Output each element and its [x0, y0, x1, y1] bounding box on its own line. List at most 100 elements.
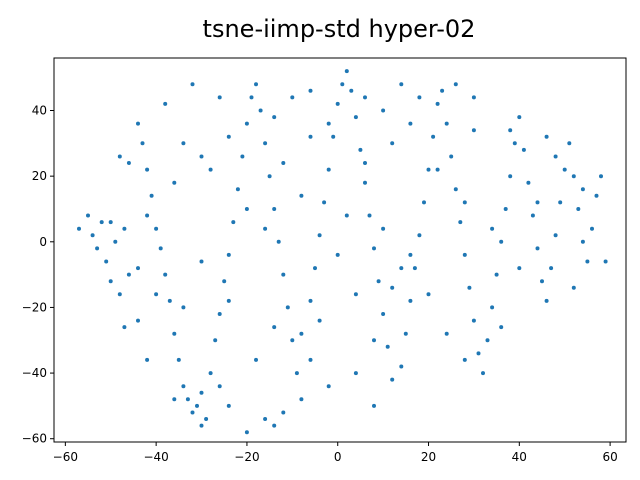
scatter-point — [145, 167, 150, 172]
scatter-point — [294, 371, 299, 376]
scatter-point — [263, 417, 268, 421]
scatter-point — [272, 115, 277, 120]
scatter-point — [117, 292, 122, 297]
scatter-point — [208, 371, 213, 376]
scatter-point — [226, 252, 231, 257]
scatter-point — [521, 147, 526, 152]
scatter-point — [199, 259, 204, 264]
scatter-point — [172, 397, 177, 402]
scatter-point — [222, 279, 227, 284]
x-tick-label: 60 — [602, 450, 617, 464]
scatter-point — [344, 213, 349, 218]
plot-frame — [53, 57, 627, 443]
scatter-point — [422, 200, 426, 205]
scatter-point — [426, 167, 431, 172]
scatter-point — [217, 95, 222, 100]
scatter-point — [367, 213, 372, 218]
scatter-point — [599, 174, 603, 179]
chart-title: tsne-iimp-std hyper-02 — [203, 15, 476, 43]
scatter-point — [163, 101, 168, 106]
scatter-point — [154, 226, 159, 231]
scatter-point — [535, 200, 540, 205]
x-tick-label: 0 — [334, 450, 342, 464]
scatter-point — [122, 325, 127, 330]
scatter-point — [290, 95, 295, 100]
scatter-point — [204, 417, 209, 421]
scatter-point — [281, 272, 286, 277]
scatter-point — [381, 108, 386, 113]
scatter-point — [217, 312, 222, 316]
scatter-point — [503, 207, 508, 211]
scatter-point — [562, 167, 567, 172]
scatter-point — [181, 384, 186, 389]
scatter-point — [580, 187, 585, 192]
scatter-point — [217, 384, 222, 389]
scatter-point — [462, 252, 467, 257]
scatter-point — [453, 82, 458, 87]
y-tick-label: 20 — [32, 169, 47, 183]
scatter-point — [481, 371, 485, 376]
scatter-point — [535, 246, 540, 251]
y-tick-label: 40 — [32, 104, 47, 118]
scatter-point — [412, 266, 417, 271]
scatter-point — [467, 285, 472, 290]
scatter-point — [136, 266, 140, 271]
scatter-point — [471, 128, 476, 133]
scatter-point — [95, 246, 100, 251]
scatter-point — [254, 82, 258, 87]
scatter-point — [208, 167, 213, 172]
scatter-point — [340, 82, 345, 87]
scatter-point — [272, 423, 277, 428]
scatter-point — [426, 292, 431, 297]
y-tick-label: 0 — [39, 235, 47, 249]
scatter-point — [471, 95, 476, 100]
scatter-point — [190, 410, 195, 415]
scatter-point — [317, 318, 322, 323]
scatter-point — [195, 403, 199, 408]
scatter-point — [108, 220, 113, 225]
scatter-point — [553, 154, 558, 159]
scatter-point — [508, 128, 513, 133]
scatter-point — [99, 220, 104, 225]
scatter-point — [376, 279, 381, 284]
scatter-point — [431, 134, 436, 139]
scatter-point — [544, 298, 549, 303]
scatter-point — [499, 325, 504, 330]
scatter-point — [335, 252, 340, 257]
scatter-point — [517, 115, 522, 120]
scatter-point — [449, 154, 454, 159]
scatter-point — [353, 115, 358, 120]
scatter-point — [399, 364, 404, 369]
scatter-point — [308, 298, 313, 303]
scatter-point — [440, 88, 445, 93]
scatter-point — [390, 141, 395, 146]
scatter-point — [408, 298, 413, 303]
scatter-point — [553, 233, 558, 238]
scatter-point — [149, 193, 154, 198]
scatter-point — [126, 161, 131, 165]
x-tick-label: −60 — [53, 450, 78, 464]
scatter-point — [526, 180, 531, 185]
scatter-point — [249, 95, 254, 100]
scatter-point — [299, 331, 304, 336]
scatter-point — [326, 167, 331, 172]
scatter-point — [403, 331, 408, 336]
scatter-point — [363, 180, 367, 185]
x-tick-label: −40 — [143, 450, 168, 464]
scatter-point — [113, 239, 118, 244]
scatter-point — [349, 88, 354, 93]
scatter-point — [231, 220, 236, 225]
x-tick-label: −20 — [234, 450, 259, 464]
scatter-point — [363, 161, 367, 165]
scatter-point — [462, 357, 467, 362]
scatter-point — [140, 141, 145, 146]
scatter-point — [167, 298, 172, 303]
scatter-point — [77, 226, 81, 231]
scatter-point — [381, 312, 386, 316]
scatter-point — [408, 121, 413, 126]
scatter-point — [276, 239, 281, 244]
scatter-point — [417, 233, 422, 238]
scatter-point — [580, 239, 585, 244]
scatter-point — [326, 121, 331, 126]
